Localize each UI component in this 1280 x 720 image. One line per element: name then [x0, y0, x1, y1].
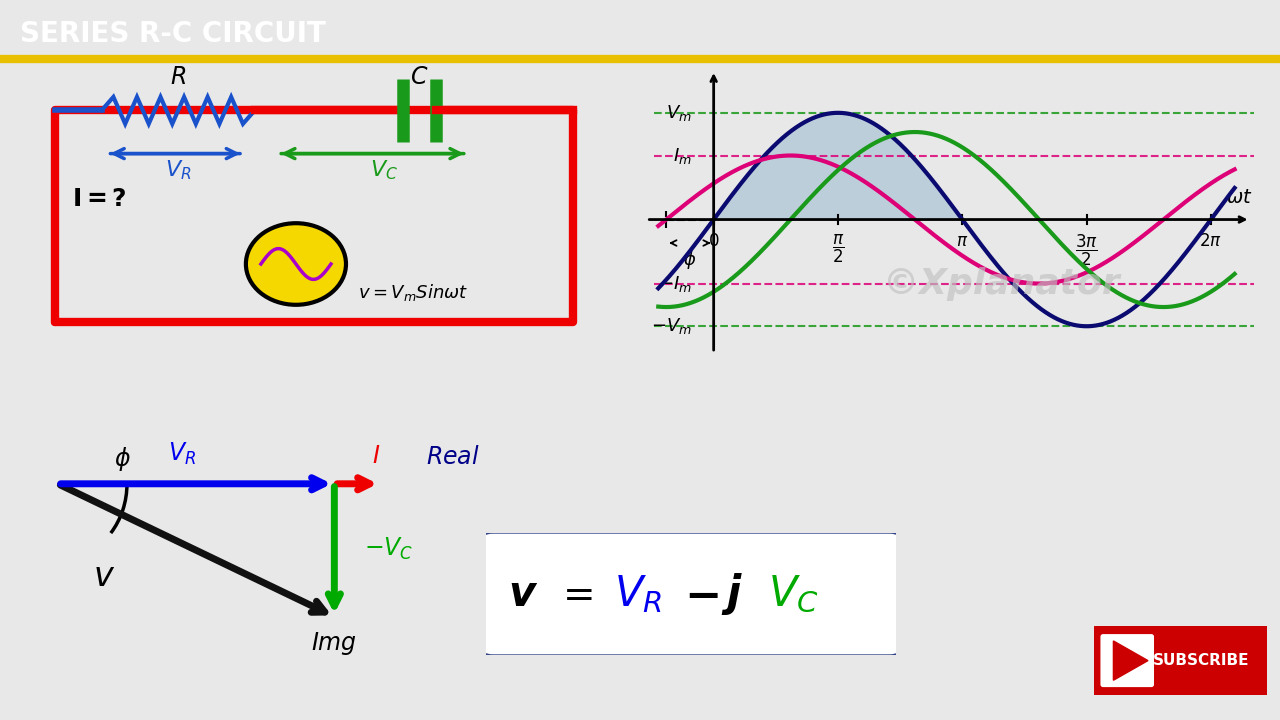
Circle shape: [246, 223, 346, 305]
Text: $R$: $R$: [170, 65, 187, 89]
FancyBboxPatch shape: [1101, 634, 1155, 687]
Text: $v = V_m Sin\omega t$: $v = V_m Sin\omega t$: [357, 282, 468, 302]
Text: $\mathit{Img}$: $\mathit{Img}$: [311, 630, 357, 657]
Text: $\phi$: $\phi$: [114, 445, 131, 473]
Text: $-V_m$: $-V_m$: [650, 316, 691, 336]
Text: $=$: $=$: [556, 575, 594, 613]
Text: $\mathbf{I = ?}$: $\mathbf{I = ?}$: [72, 187, 127, 212]
Text: $I$: $I$: [371, 444, 380, 468]
Text: $\boldsymbol{V_C}$: $\boldsymbol{V_C}$: [768, 573, 819, 615]
Text: $\boldsymbol{v}$: $\boldsymbol{v}$: [508, 573, 539, 615]
Text: $\pi$: $\pi$: [956, 233, 969, 251]
Text: $\boldsymbol{V_R}$: $\boldsymbol{V_R}$: [614, 573, 662, 615]
Text: $C$: $C$: [411, 65, 429, 89]
Text: $I_m$: $I_m$: [673, 145, 691, 166]
Text: 0: 0: [708, 233, 719, 251]
Text: $\omega t$: $\omega t$: [1226, 188, 1253, 207]
Text: $\dfrac{\pi}{2}$: $\dfrac{\pi}{2}$: [832, 233, 845, 264]
Text: $\boldsymbol{j}$: $\boldsymbol{j}$: [721, 571, 744, 617]
Text: $-I_m$: $-I_m$: [658, 274, 691, 294]
Text: ©Xplanator: ©Xplanator: [883, 267, 1120, 301]
FancyBboxPatch shape: [1092, 627, 1270, 694]
Text: $V_C$: $V_C$: [370, 158, 398, 182]
Text: $V_R$: $V_R$: [168, 441, 196, 467]
Text: SERIES R-C CIRCUIT: SERIES R-C CIRCUIT: [20, 19, 326, 48]
Text: $v$: $v$: [93, 560, 115, 593]
Text: $\phi$: $\phi$: [684, 249, 696, 271]
Polygon shape: [1114, 641, 1148, 680]
Text: $V_m$: $V_m$: [666, 103, 691, 123]
FancyBboxPatch shape: [480, 531, 902, 657]
Text: $\dfrac{3\pi}{2}$: $\dfrac{3\pi}{2}$: [1075, 233, 1098, 268]
Text: $-V_C$: $-V_C$: [365, 536, 413, 562]
Text: $\boldsymbol{-}$: $\boldsymbol{-}$: [684, 572, 719, 616]
Text: $V_R$: $V_R$: [165, 158, 192, 182]
Text: $\mathit{Real}$: $\mathit{Real}$: [426, 446, 480, 469]
Text: SUBSCRIBE: SUBSCRIBE: [1153, 653, 1249, 668]
Text: $2\pi$: $2\pi$: [1199, 233, 1222, 251]
